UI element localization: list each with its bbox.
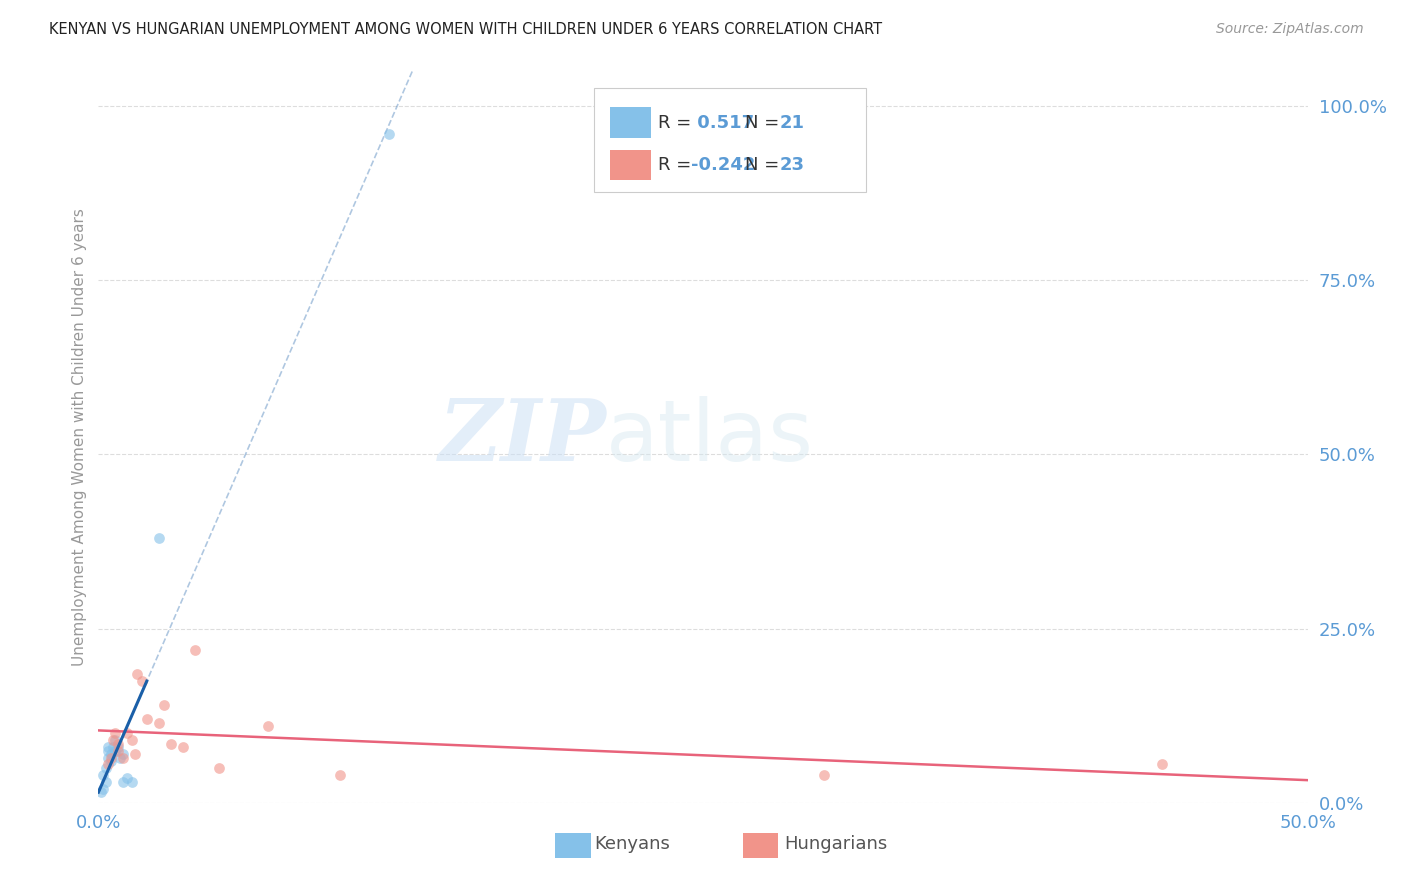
Point <box>135 712 157 726</box>
Point <box>97 750 120 764</box>
Text: Source: ZipAtlas.com: Source: ZipAtlas.com <box>1216 22 1364 37</box>
Point <box>97 757 120 772</box>
Point <box>104 726 127 740</box>
Text: 0.517: 0.517 <box>690 113 754 131</box>
Point <box>101 740 124 755</box>
Point <box>329 768 352 782</box>
Text: KENYAN VS HUNGARIAN UNEMPLOYMENT AMONG WOMEN WITH CHILDREN UNDER 6 YEARS CORRELA: KENYAN VS HUNGARIAN UNEMPLOYMENT AMONG W… <box>49 22 883 37</box>
Y-axis label: Unemployment Among Women with Children Under 6 years: Unemployment Among Women with Children U… <box>72 208 87 666</box>
Point <box>100 750 122 764</box>
Point <box>94 761 117 775</box>
Point <box>107 737 129 751</box>
Text: ZIP: ZIP <box>439 395 606 479</box>
Point <box>107 743 129 757</box>
Point <box>152 698 174 713</box>
FancyBboxPatch shape <box>555 833 591 858</box>
Point <box>94 775 117 789</box>
Point <box>813 768 835 782</box>
Point <box>104 733 127 747</box>
FancyBboxPatch shape <box>610 107 651 138</box>
Point <box>208 761 231 775</box>
Point <box>117 772 139 786</box>
Point <box>97 743 120 757</box>
Point <box>100 747 122 761</box>
Point <box>104 743 127 757</box>
Point <box>91 781 114 796</box>
Point <box>121 775 143 789</box>
Text: -0.242: -0.242 <box>690 156 755 174</box>
Point <box>111 775 134 789</box>
Text: Kenyans: Kenyans <box>595 836 671 854</box>
Point <box>184 642 207 657</box>
Text: 21: 21 <box>779 113 804 131</box>
Point <box>131 673 153 688</box>
Point <box>1152 757 1174 772</box>
Point <box>100 754 122 768</box>
FancyBboxPatch shape <box>595 88 866 192</box>
Point <box>160 737 183 751</box>
Point <box>91 768 114 782</box>
Point <box>127 667 149 681</box>
Text: R =: R = <box>658 156 697 174</box>
Point <box>108 750 131 764</box>
Point <box>111 747 134 761</box>
Point <box>172 740 194 755</box>
Point <box>124 747 146 761</box>
Text: 23: 23 <box>779 156 804 174</box>
Point <box>148 531 170 545</box>
Point <box>101 733 124 747</box>
Text: N =: N = <box>745 156 786 174</box>
Point <box>97 740 120 755</box>
FancyBboxPatch shape <box>742 833 778 858</box>
Text: N =: N = <box>745 113 786 131</box>
Point <box>117 726 139 740</box>
Point <box>107 740 129 755</box>
Point <box>377 127 399 141</box>
Point <box>148 715 170 730</box>
Point <box>90 785 112 799</box>
Point <box>111 750 134 764</box>
Text: Hungarians: Hungarians <box>785 836 887 854</box>
FancyBboxPatch shape <box>610 150 651 180</box>
Point <box>121 733 143 747</box>
Text: R =: R = <box>658 113 697 131</box>
Text: atlas: atlas <box>606 395 814 479</box>
Point <box>256 719 278 733</box>
